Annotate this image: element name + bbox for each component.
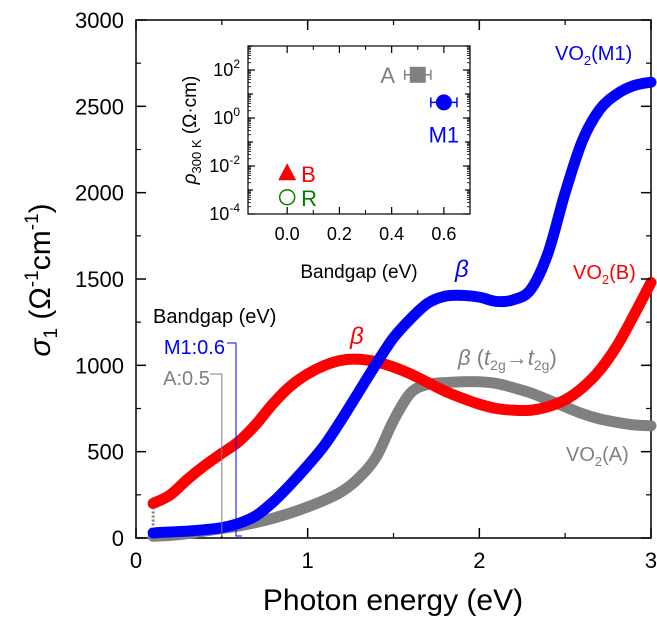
- bandgap-annotation: Bandgap (eV) M1:0.6 A:0.5: [153, 306, 276, 537]
- inset-y-tick-label: 100: [213, 105, 240, 128]
- main-y-tick-label: 500: [87, 440, 124, 465]
- main-y-tick-label: 1000: [75, 353, 124, 378]
- series-line-vo2-b: [147, 276, 657, 509]
- inset-plot-frame: [247, 45, 471, 215]
- main-x-tick-label: 3: [645, 548, 657, 573]
- beta-a-annotation: β (t2g→t2g): [457, 345, 557, 373]
- inset-y-axis-label-sub: 300 K: [189, 139, 204, 173]
- beta-b-annotation: β: [349, 323, 364, 350]
- series-label-m1-base: VO: [555, 43, 584, 65]
- main-y-tick-label: 2000: [75, 181, 124, 206]
- inset-x-ticks: 0.0 0.2 0.4 0.6: [275, 46, 456, 244]
- main-y-tick-label: 1500: [75, 267, 124, 292]
- beta-a-s2: 2g: [534, 357, 550, 373]
- main-y-axis-label-close: ): [24, 203, 57, 213]
- series-label-a: VO2(A): [566, 444, 629, 469]
- series-label-m1-sub: 2: [584, 53, 591, 68]
- beta-a-symbol: β: [457, 345, 471, 370]
- main-y-ticks: 0 500 1000 1500 2000 2500 3000: [75, 8, 651, 551]
- inset-y-axis-label: ρ300 K (Ω·cm): [180, 76, 204, 186]
- inset-x-tick-label: 0.0: [275, 224, 300, 244]
- beta-a-arrow: →: [506, 345, 528, 370]
- series-label-a-tail: (A): [602, 444, 629, 466]
- start-marker: [148, 498, 159, 509]
- main-plot: 0 1 2 3 0 500 1000 1500 2000 2500 3000 Bandgap (e…: [22, 8, 657, 617]
- main-x-axis-label: Photon energy (eV): [263, 584, 523, 617]
- series-line-vo2-m1: [147, 76, 657, 539]
- inset-points-group: A M1 BR: [278, 63, 459, 211]
- inset-point-label-b: B: [301, 162, 316, 187]
- inset-point-b: [278, 163, 297, 181]
- bandgap-a-label: A:0.5: [163, 368, 210, 390]
- beta-a-t2: t: [528, 345, 535, 370]
- series-label-a-base: VO: [566, 444, 595, 466]
- beta-a-s1: 2g: [490, 357, 506, 373]
- inset-point-a: [409, 66, 426, 83]
- main-y-axis-label-sup1: -1: [22, 270, 43, 287]
- main-y-axis-label-mid: cm: [24, 230, 57, 270]
- series-label-a-sub: 2: [595, 454, 602, 469]
- beta-a-t1: t: [484, 345, 491, 370]
- bandgap-m1-bracket: [227, 342, 242, 537]
- main-y-axis-label-sup2: -1: [22, 213, 43, 230]
- series-label-m1: VO2(M1): [555, 43, 632, 68]
- series-label-b: VO2(B): [573, 262, 636, 287]
- main-y-axis-label-open: (Ω: [24, 287, 57, 328]
- inset-x-tick-label: 0.2: [327, 224, 352, 244]
- inset-point-m1: [435, 94, 452, 111]
- inset-x-axis-label: Bandgap (eV): [300, 262, 417, 283]
- beta-a-close: ): [549, 345, 556, 370]
- main-series-group: [147, 76, 657, 542]
- series-label-b-sub: 2: [602, 272, 609, 287]
- main-x-tick-label: 2: [473, 548, 485, 573]
- inset-y-tick-label: 10-2: [209, 153, 240, 176]
- inset-plot: 0.0 0.2 0.4 0.6 102 100 10-2 10-4 A M1 BR Bandga…: [180, 45, 471, 283]
- inset-point-label-a: A: [380, 63, 395, 88]
- main-y-axis-label-sub: 1: [41, 328, 62, 339]
- inset-point-label-r: R: [301, 186, 317, 211]
- main-x-tick-label: 1: [302, 548, 314, 573]
- main-x-ticks: 0 1 2 3: [130, 20, 657, 573]
- series-label-m1-tail: (M1): [591, 43, 632, 65]
- inset-x-tick-label: 0.6: [431, 224, 456, 244]
- inset-point-label-m1: M1: [429, 122, 460, 147]
- inset-x-tick-label: 0.4: [379, 224, 404, 244]
- inset-y-tick-label: 10-4: [209, 201, 240, 224]
- beta-a-open: (: [471, 345, 485, 370]
- beta-m1-annotation: β: [454, 256, 469, 283]
- main-y-axis-label: σ1 (Ω-1cm-1): [22, 203, 62, 356]
- inset-point-r: [278, 188, 296, 206]
- main-y-tick-label: 0: [112, 526, 124, 551]
- inset-y-tick-label: 102: [213, 57, 240, 80]
- inset-y-axis-label-unit: (Ω·cm): [180, 76, 201, 140]
- inset-y-ticks: 102 100 10-2 10-4: [209, 45, 470, 224]
- main-y-axis-label-base: σ: [24, 337, 57, 357]
- bandgap-a-bracket: [209, 373, 223, 536]
- main-y-tick-label: 3000: [75, 8, 124, 33]
- series-label-b-base: VO: [573, 262, 602, 284]
- inset-y-axis-label-base: ρ: [180, 173, 201, 185]
- series-label-b-tail: (B): [609, 262, 636, 284]
- start-marker: [148, 527, 159, 538]
- main-y-tick-label: 2500: [75, 94, 124, 119]
- bandgap-title: Bandgap (eV): [153, 306, 276, 328]
- main-x-tick-label: 0: [130, 548, 142, 573]
- bandgap-m1-label: M1:0.6: [164, 337, 225, 359]
